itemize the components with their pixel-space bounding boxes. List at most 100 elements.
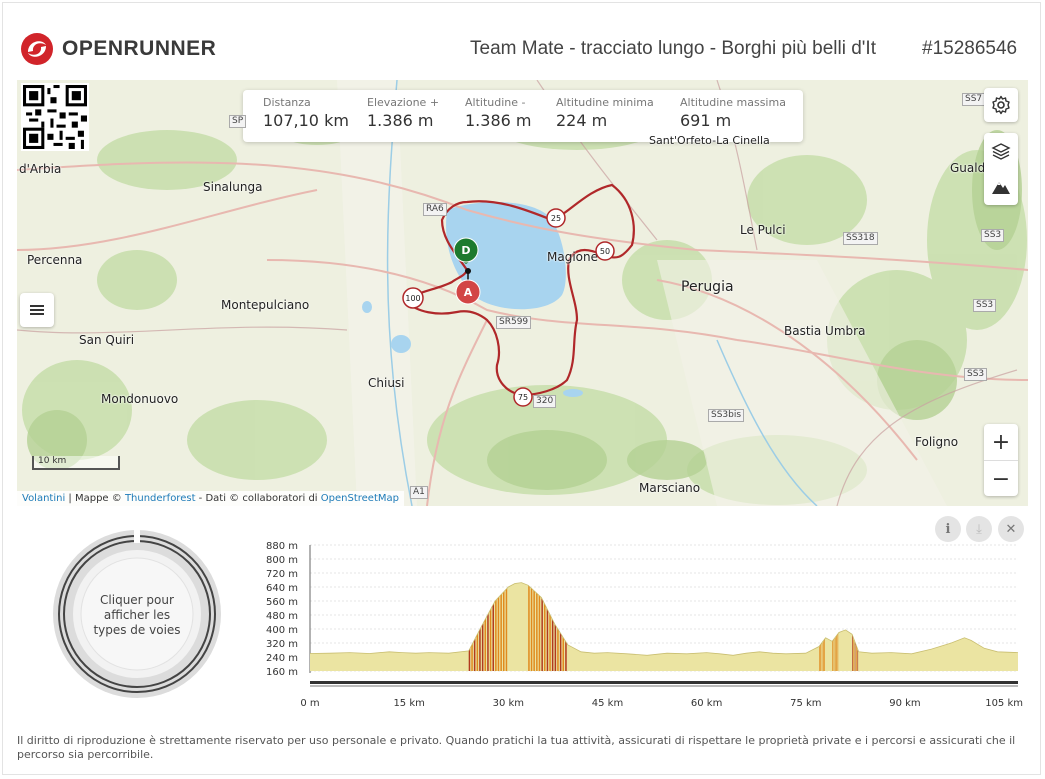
km-marker[interactable]: 50 bbox=[595, 241, 615, 261]
gradient-stripe bbox=[856, 582, 857, 671]
y-tick-label: 160 m bbox=[266, 667, 298, 678]
map-city-label: Percenna bbox=[27, 253, 83, 267]
mountain-icon bbox=[992, 182, 1010, 194]
stat-max-altitude: Altitudine massima 691 m bbox=[680, 96, 800, 142]
route-id: #15286546 bbox=[922, 38, 1018, 59]
gradient-stripe bbox=[481, 582, 484, 671]
road-shield: A1 bbox=[410, 486, 428, 499]
settings-button[interactable] bbox=[984, 88, 1018, 122]
map-city-label: Sant'Orfeto-La Cinella bbox=[649, 134, 770, 147]
end-marker[interactable]: A bbox=[455, 279, 481, 305]
road-shield: SS3 bbox=[973, 299, 997, 312]
map-background bbox=[17, 80, 1028, 506]
download-icon: ⤓ bbox=[976, 521, 982, 537]
x-tick-label: 45 km bbox=[592, 698, 623, 709]
stat-label: Altitudine - bbox=[465, 96, 526, 109]
gradient-stripe bbox=[495, 582, 497, 671]
route-markers: 25 50 75 100 D A bbox=[402, 208, 615, 407]
svg-text:D: D bbox=[461, 244, 470, 257]
road-types-donut[interactable] bbox=[50, 527, 224, 701]
map-city-label: Sinalunga bbox=[203, 180, 263, 194]
attribution-link[interactable]: Thunderforest bbox=[124, 493, 196, 504]
gradient-stripe bbox=[487, 582, 489, 671]
elevation-area bbox=[310, 582, 1018, 671]
gradient-stripe bbox=[468, 582, 471, 671]
map-city-label: Chiusi bbox=[368, 376, 405, 390]
layers-button[interactable] bbox=[991, 133, 1011, 169]
gradient-stripe bbox=[489, 582, 492, 671]
road-types-prompt[interactable]: Cliquer pour afficher les types de voies bbox=[84, 570, 190, 660]
terrain-button[interactable] bbox=[991, 169, 1011, 205]
gradient-stripe bbox=[533, 582, 535, 671]
gradient-stripe bbox=[834, 582, 836, 671]
gradient-stripe bbox=[551, 582, 554, 671]
gradient-stripe bbox=[536, 582, 538, 671]
road-shield: SS3bis bbox=[708, 409, 745, 422]
map-layer-controls bbox=[984, 133, 1018, 205]
road-types-prompt-line: afficher les bbox=[103, 607, 171, 622]
close-profile-button[interactable]: ✕ bbox=[998, 516, 1024, 542]
gradient-stripe bbox=[819, 582, 820, 671]
gradient-stripe bbox=[833, 582, 835, 671]
stat-elevation-loss: Altitudine - 1.386 m bbox=[465, 96, 556, 142]
elevation-line bbox=[309, 582, 1019, 656]
km-marker[interactable]: 25 bbox=[546, 208, 566, 228]
gradient-stripe bbox=[854, 582, 856, 671]
gradient-stripe bbox=[538, 582, 541, 671]
attribution-text: - Dati © collaboratori di bbox=[195, 493, 321, 504]
stat-min-altitude: Altitudine minima 224 m bbox=[556, 96, 680, 142]
gradient-stripe bbox=[852, 582, 853, 671]
stat-label: Altitudine massima bbox=[680, 96, 786, 109]
gradient-stripe bbox=[530, 582, 533, 671]
road-shield: 320 bbox=[533, 395, 557, 408]
zoom-out-button[interactable]: − bbox=[984, 460, 1018, 497]
elevation-profile-chart[interactable]: 880 m 800 m 720 m 640 m 560 m 480 m 400 m 320 m… bbox=[250, 535, 1030, 720]
gradient-stripe bbox=[505, 582, 508, 671]
copyright-disclaimer: Il diritto di riproduzione è strettament… bbox=[17, 734, 1016, 761]
y-tick-label: 880 m bbox=[266, 541, 298, 552]
road-shield: SS318 bbox=[843, 232, 878, 245]
map-menu-button[interactable] bbox=[20, 293, 54, 327]
gradient-stripe bbox=[497, 582, 500, 671]
map-city-label: Bastia Umbra bbox=[784, 324, 866, 338]
download-button[interactable]: ⤓ bbox=[966, 516, 992, 542]
openrunner-logo-icon bbox=[21, 33, 53, 65]
map-scale: 10 km bbox=[32, 456, 120, 470]
x-tick-label: 90 km bbox=[889, 698, 920, 709]
route-bar bbox=[310, 681, 1018, 684]
road-types-prompt-line: types de voies bbox=[93, 622, 181, 637]
info-button[interactable]: i bbox=[935, 516, 961, 542]
route-bar-shadow bbox=[310, 685, 1018, 687]
km-marker[interactable]: 75 bbox=[513, 387, 533, 407]
layers-icon bbox=[991, 143, 1011, 160]
gradient-stripe bbox=[837, 582, 839, 671]
route-map[interactable]: Distanza 107,10 km Elevazione + 1.386 m … bbox=[17, 80, 1028, 506]
start-marker[interactable]: D bbox=[453, 237, 479, 264]
route-stats-panel: Distanza 107,10 km Elevazione + 1.386 m … bbox=[243, 90, 803, 142]
stat-label: Altitudine minima bbox=[556, 96, 654, 109]
road-shield: SR599 bbox=[496, 316, 532, 329]
stat-label: Elevazione + bbox=[367, 96, 440, 109]
gradient-stripe bbox=[853, 582, 855, 671]
attribution-link[interactable]: OpenStreetMap bbox=[320, 493, 399, 504]
map-city-label: San Quiri bbox=[79, 333, 135, 347]
brand-logo[interactable]: OPENRUNNER bbox=[20, 32, 216, 66]
stat-distance: Distanza 107,10 km bbox=[263, 96, 367, 142]
x-tick-label: 60 km bbox=[691, 698, 722, 709]
x-tick-label: 0 m bbox=[300, 698, 319, 709]
map-city-label: Gualdo bbox=[950, 161, 993, 175]
map-attribution: Volantini | Mappe © Thunderforest - Dati… bbox=[17, 491, 404, 506]
attribution-text: | Mappe © bbox=[65, 493, 125, 504]
zoom-in-button[interactable]: + bbox=[991, 429, 1011, 455]
y-tick-label: 560 m bbox=[266, 597, 298, 608]
road-shield: RA6 bbox=[423, 203, 447, 216]
x-tick-label: 75 km bbox=[790, 698, 821, 709]
attribution-link[interactable]: Volantini bbox=[22, 493, 66, 504]
stat-label: Distanza bbox=[263, 96, 311, 109]
y-tick-label: 720 m bbox=[266, 569, 298, 580]
menu-icon bbox=[30, 305, 44, 315]
km-marker[interactable]: 100 bbox=[402, 287, 424, 309]
qr-code[interactable] bbox=[21, 83, 89, 151]
road-types-prompt-line: Cliquer pour bbox=[100, 592, 174, 607]
